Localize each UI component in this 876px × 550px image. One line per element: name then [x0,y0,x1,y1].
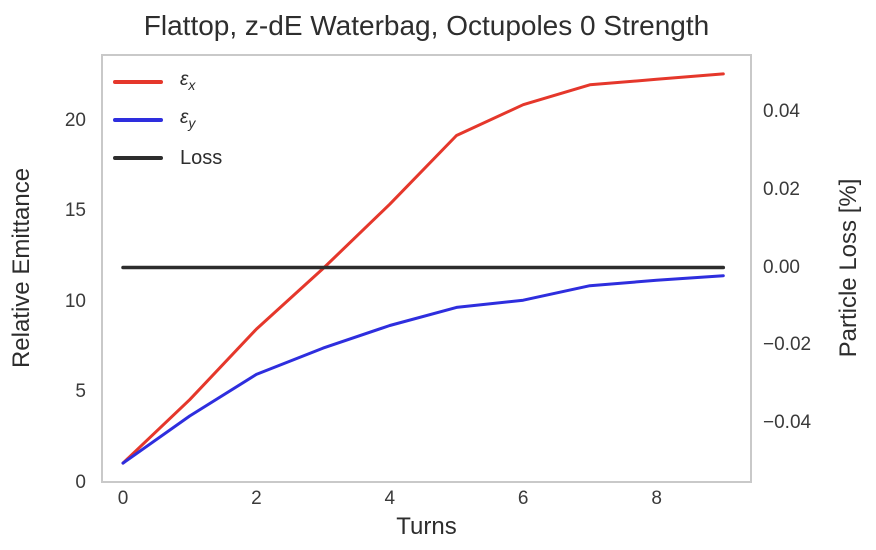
y-tick-label-right: −0.04 [763,411,812,433]
legend-line-epsilon-y [113,118,163,122]
legend-item-epsilon-y: εy [113,101,222,139]
legend-line-loss [113,156,163,160]
chart-title: Flattop, z-dE Waterbag, Octupoles 0 Stre… [143,10,710,41]
legend-item-epsilon-x: εx [113,63,222,101]
epsilon-subscript-y: y [188,115,196,131]
x-tick-label: 8 [651,488,662,509]
legend-label-loss: Loss [180,148,222,168]
series-line-epsilon_y [121,274,725,465]
x-tick-label: 4 [384,488,396,509]
legend: εx εy Loss [113,63,222,177]
y-axis-label-left: Relative Emittance [8,167,35,369]
y-tick-label-left: 20 [64,109,86,131]
y-tick-label-left: 5 [75,381,86,403]
series-line-epsilon_x [121,72,725,465]
x-tick-label: 2 [251,488,262,509]
y-tick-label-right: 0.04 [763,101,800,123]
legend-label-epsilon-y: εy [180,107,195,133]
x-tick-label: 6 [517,488,529,509]
y-axis-label-right: Particle Loss [%] [835,178,862,358]
y-tick-label-left: 10 [64,290,86,312]
y-tick-label-left: 15 [64,200,86,222]
legend-item-loss: Loss [113,139,222,177]
epsilon-symbol: ε [180,69,189,90]
y-tick-label-right: 0.00 [763,256,800,278]
legend-label-epsilon-x: εx [180,69,195,95]
y-tick-label-right: −0.02 [763,334,812,356]
loss-label-text: Loss [180,147,223,169]
x-tick-label: 0 [117,488,129,509]
plot-area [101,54,752,483]
epsilon-symbol: ε [180,107,189,128]
x-axis-label: Turns [396,513,457,540]
y-tick-label-right: 0.02 [763,178,800,200]
epsilon-subscript-x: x [188,77,196,93]
legend-line-epsilon-x [113,80,163,84]
plot-border [101,54,752,483]
y-tick-label-left: 0 [75,472,86,493]
